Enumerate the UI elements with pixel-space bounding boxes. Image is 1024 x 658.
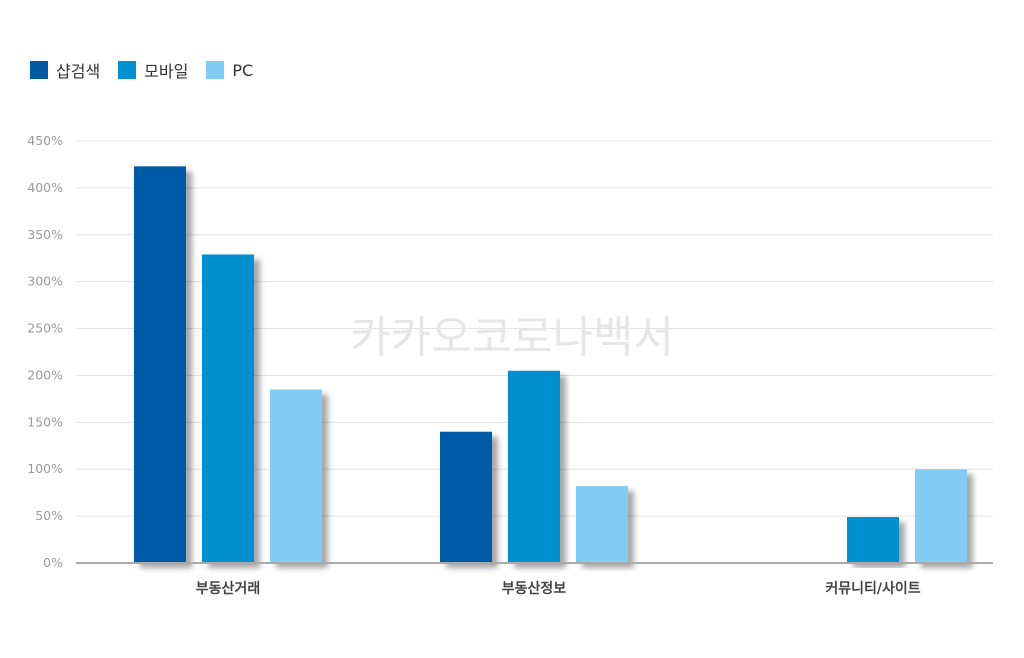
bar[interactable] — [508, 370, 560, 563]
legend-swatch-shop-search — [30, 61, 48, 79]
y-tick-label: 200% — [27, 367, 63, 382]
y-tick-label: 450% — [27, 133, 63, 148]
bars — [134, 166, 967, 563]
y-axis-ticks: 0% 50% 100% 150% 200% 250% 300% 350% 400% 450% — [27, 133, 63, 570]
bar[interactable] — [915, 469, 967, 563]
legend-item-mobile[interactable]: 모바일 — [118, 58, 188, 82]
y-tick-label: 50% — [35, 508, 63, 523]
y-tick-label: 0% — [43, 555, 63, 570]
x-category-label: 부동산거래 — [196, 580, 260, 597]
y-tick-label: 400% — [27, 180, 63, 195]
bar[interactable] — [576, 486, 628, 563]
legend-label-pc: PC — [232, 60, 254, 80]
bar[interactable] — [440, 431, 492, 563]
legend-swatch-pc — [206, 61, 225, 79]
y-tick-label: 100% — [27, 461, 63, 476]
bar[interactable] — [202, 254, 254, 563]
y-tick-label: 350% — [27, 227, 63, 242]
legend-swatch-mobile — [118, 61, 137, 79]
bar[interactable] — [134, 166, 186, 563]
legend-item-shop-search[interactable]: 샵검색 — [30, 58, 100, 82]
x-axis-labels: 부동산거래 부동산정보 커뮤니티/사이트 — [196, 580, 921, 597]
legend: 샵검색 모바일 PC — [30, 58, 253, 82]
y-tick-label: 300% — [27, 274, 63, 289]
bar[interactable] — [270, 389, 322, 563]
x-category-label: 부동산정보 — [502, 580, 567, 597]
x-category-label: 커뮤니티/사이트 — [825, 580, 920, 597]
legend-label-shop-search: 샵검색 — [56, 62, 101, 81]
legend-label-mobile: 모바일 — [144, 62, 189, 81]
legend-item-pc[interactable]: PC — [206, 61, 253, 80]
y-tick-label: 250% — [27, 321, 63, 336]
bar[interactable] — [847, 517, 899, 563]
y-tick-label: 150% — [27, 414, 63, 429]
watermark: 카카오코로나백서 — [350, 312, 674, 363]
